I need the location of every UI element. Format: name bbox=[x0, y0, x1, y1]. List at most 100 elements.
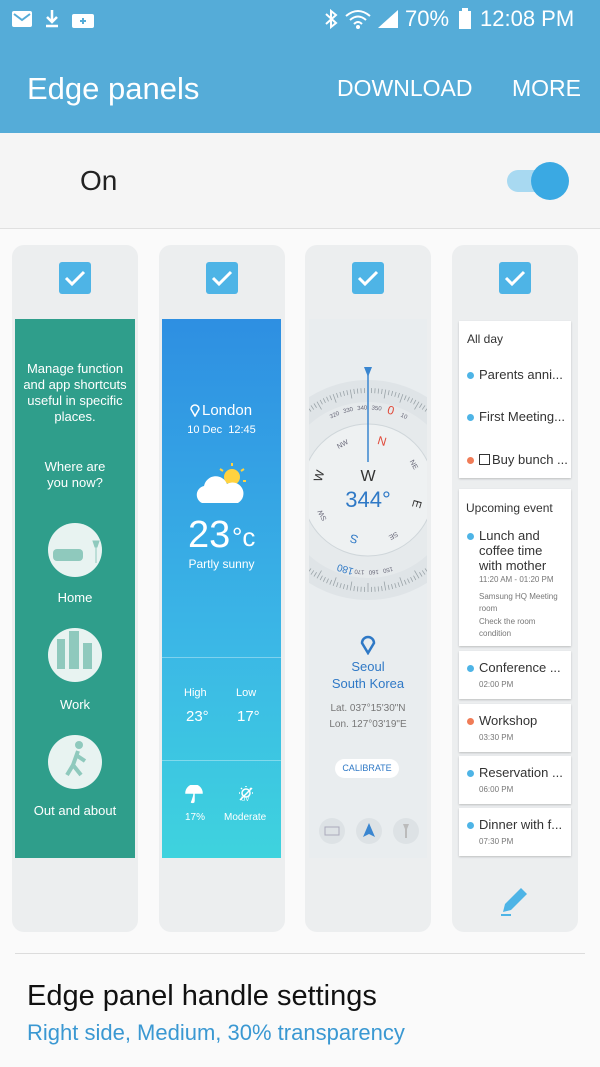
dial-tick bbox=[421, 405, 426, 410]
dial-tick bbox=[356, 586, 359, 592]
intercardinal-point: SW bbox=[317, 508, 329, 522]
event-title: Workshop bbox=[479, 713, 538, 728]
download-button[interactable]: DOWNLOAD bbox=[337, 75, 473, 101]
dial-tick bbox=[342, 584, 345, 590]
calibrate-button[interactable]: CALIBRATE bbox=[335, 759, 399, 778]
divider bbox=[162, 657, 281, 658]
toggle[interactable] bbox=[500, 158, 580, 204]
event-dot bbox=[467, 533, 474, 540]
event-time: 03:30 PM bbox=[479, 733, 514, 742]
intercardinal-point: NW bbox=[336, 439, 350, 451]
dial-tick bbox=[410, 398, 414, 403]
weather-panel: London 10 Dec 12:45 23 °c Partly sunny H… bbox=[162, 319, 281, 858]
dial-tick bbox=[342, 390, 345, 396]
all-day-card[interactable]: All day Parents anni... First Meeting...… bbox=[459, 321, 571, 478]
mode-button[interactable] bbox=[319, 818, 345, 844]
task-checkbox[interactable] bbox=[479, 454, 490, 465]
weather-detail-icons bbox=[185, 785, 253, 804]
event-card[interactable]: Dinner with f... 07:30 PM bbox=[459, 808, 571, 856]
checkbox[interactable] bbox=[499, 262, 531, 294]
dial-tick bbox=[353, 388, 355, 394]
weather-condition: Partly sunny bbox=[188, 557, 255, 571]
dial-tick bbox=[316, 570, 322, 579]
event-title: Buy bunch ... bbox=[492, 452, 568, 467]
setting-title: Edge panel handle settings bbox=[27, 980, 377, 1012]
compass-direction: W bbox=[360, 468, 376, 485]
place-label[interactable]: Out and about bbox=[33, 803, 117, 818]
edit-button[interactable] bbox=[497, 882, 533, 918]
mode-button[interactable] bbox=[356, 818, 382, 844]
mode-button[interactable] bbox=[393, 818, 419, 844]
section-title: All day bbox=[467, 332, 504, 346]
dial-tick bbox=[394, 391, 397, 397]
latitude: Lat. 037°15'30"N bbox=[330, 703, 406, 714]
country: South Korea bbox=[331, 676, 405, 691]
dial-number: 320 bbox=[329, 411, 341, 421]
dial-tick bbox=[377, 388, 380, 394]
event-dot bbox=[467, 665, 474, 672]
dial-tick bbox=[381, 586, 383, 592]
status-bar: 70% 12:08 PM bbox=[0, 0, 600, 36]
dial-tick bbox=[309, 568, 312, 572]
dial-tick bbox=[332, 577, 337, 586]
places-panel: Manage function and app shortcuts useful… bbox=[15, 319, 135, 858]
longitude: Lon. 127°03'19"E bbox=[329, 719, 407, 730]
place-label[interactable]: Home bbox=[57, 590, 93, 605]
compass-heading: 344° bbox=[345, 487, 391, 512]
dial-tick bbox=[421, 570, 426, 575]
dial-tick bbox=[397, 392, 400, 398]
cardinal-point: N bbox=[376, 433, 388, 449]
dial-tick bbox=[332, 394, 337, 403]
dial-tick bbox=[346, 390, 349, 396]
dial-tick bbox=[407, 578, 410, 584]
weather-icon bbox=[196, 463, 246, 503]
dial-tick bbox=[403, 579, 407, 585]
notification-icons bbox=[12, 10, 94, 28]
dial-tick bbox=[346, 584, 349, 590]
dial-tick bbox=[407, 396, 410, 402]
dial-tick bbox=[414, 570, 420, 579]
event-card[interactable]: Reservation ... 06:00 PM bbox=[459, 756, 571, 804]
dial-number: 0 bbox=[386, 403, 397, 418]
event-card[interactable]: Workshop 03:30 PM bbox=[459, 704, 571, 752]
master-switch-row[interactable]: On bbox=[0, 133, 600, 229]
checkbox[interactable] bbox=[352, 262, 384, 294]
cardinal-point: S bbox=[348, 531, 360, 547]
dial-tick bbox=[310, 570, 315, 575]
place-label[interactable]: Work bbox=[59, 697, 91, 712]
dial-tick bbox=[424, 408, 427, 412]
dial-tick bbox=[356, 388, 359, 394]
dial-tick bbox=[394, 583, 397, 589]
compass-mode-buttons bbox=[319, 818, 419, 844]
app-bar: Edge panels DOWNLOAD MORE bbox=[0, 36, 600, 133]
event-time: 11:20 AM - 01:20 PM bbox=[479, 575, 554, 584]
dial-tick bbox=[322, 577, 326, 582]
dial-tick bbox=[419, 403, 423, 408]
dial-number: 160 bbox=[368, 568, 379, 575]
checkbox[interactable] bbox=[59, 262, 91, 294]
dial-tick bbox=[387, 390, 390, 396]
divider bbox=[15, 953, 585, 954]
dial-number: 180 bbox=[335, 561, 354, 576]
event-time: 07:30 PM bbox=[479, 837, 514, 846]
dial-tick bbox=[310, 405, 315, 410]
dial-tick bbox=[413, 399, 417, 405]
dial-tick bbox=[322, 398, 326, 403]
handle-settings-row[interactable]: Edge panel handle settings Right side, M… bbox=[0, 960, 600, 1067]
dial-tick bbox=[397, 582, 400, 588]
dial-tick bbox=[403, 395, 407, 401]
event-note: Check the room condition bbox=[479, 617, 536, 638]
system-icons bbox=[325, 8, 398, 30]
upcoming-card[interactable]: Upcoming event Lunch and coffee time wit… bbox=[459, 489, 571, 646]
checkbox[interactable] bbox=[206, 262, 238, 294]
place-icons bbox=[48, 523, 102, 789]
dial-number: 340 bbox=[357, 405, 368, 412]
dial-tick bbox=[391, 584, 394, 590]
dial-number: 330 bbox=[343, 407, 355, 415]
event-card[interactable]: Conference ... 02:00 PM bbox=[459, 651, 571, 699]
dial-tick bbox=[353, 586, 355, 592]
more-button[interactable]: MORE bbox=[512, 75, 581, 101]
intercardinal-point: NE bbox=[408, 459, 419, 471]
dial-tick bbox=[339, 391, 342, 397]
